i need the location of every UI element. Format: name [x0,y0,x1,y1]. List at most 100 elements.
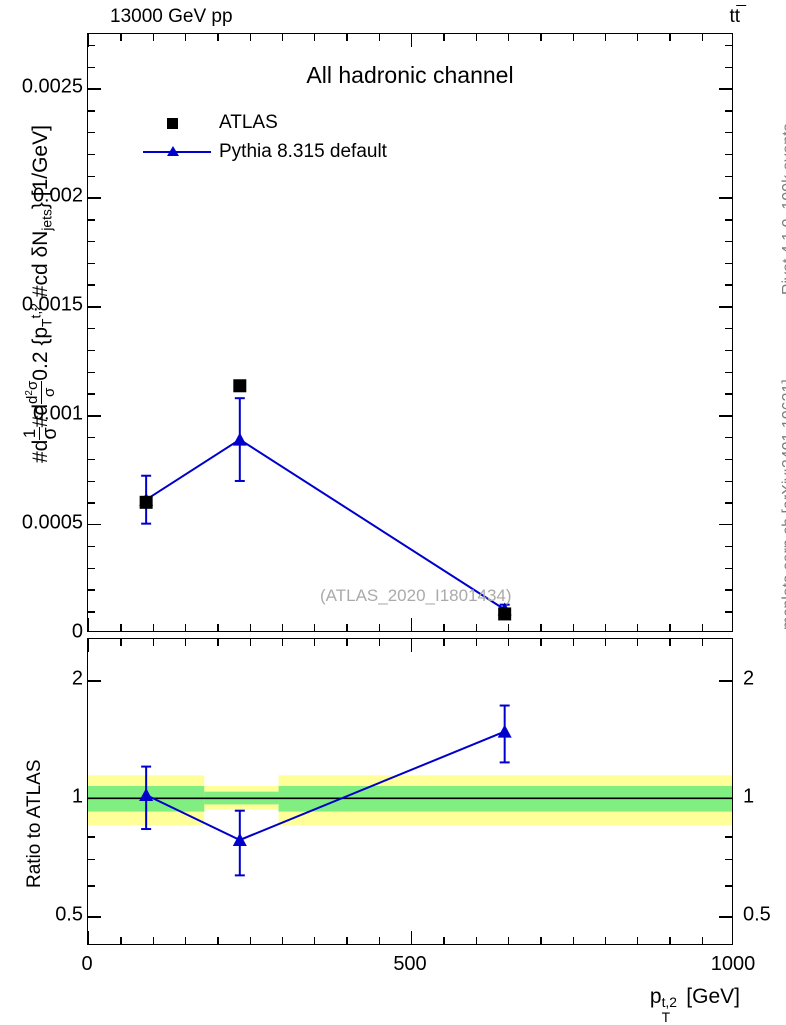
x-tick [604,34,607,41]
y-tick [719,415,732,417]
y-tick [88,306,101,308]
ratio-y-tick [88,680,101,682]
x-tick [637,624,639,631]
mc-marker-triangle [232,432,247,446]
x-tick [249,937,251,944]
rivet-annotation: Rivet 4.1.0, 100k events [780,123,786,295]
y-tick [725,44,732,47]
y-tick [719,197,732,199]
data-marker-square [139,495,153,509]
ratio-plot-frame [87,638,733,945]
y-tick [88,611,95,613]
ratio-y-tick-label: 2 [71,667,83,690]
y-tick [725,153,732,156]
ratio-y-tick-label-right: 1 [743,785,755,808]
x-tick [411,34,413,47]
x-tick [637,639,639,646]
x-tick [572,639,574,646]
y-tick [88,44,95,47]
x-tick [540,34,542,41]
y-tick [88,284,95,286]
x-tick [88,34,90,47]
x-axis-tick-label: 0 [81,953,93,975]
y-axis-tick-label: 0.002 [32,184,83,207]
x-tick [540,624,542,631]
x-tick [152,34,154,41]
y-axis-tick-label: 0.001 [32,402,83,425]
legend-label-pythia: Pythia 8.315 default [219,140,387,162]
y-tick [725,132,732,134]
x-tick [152,639,154,646]
x-tick [88,639,90,652]
x-tick [411,639,413,652]
y-tick [88,175,95,177]
plot-title: All hadronic channel [306,62,514,88]
x-tick [184,639,187,646]
x-tick [217,624,219,631]
x-tick [572,34,574,41]
y-tick [88,393,95,395]
x-tick [701,639,704,646]
x-tick [604,937,607,944]
x-tick [217,937,219,944]
x-tick [507,639,510,646]
y-tick [725,240,732,243]
x-tick [572,624,574,631]
x-tick [120,639,122,646]
x-tick [604,624,607,631]
x-tick [184,937,187,944]
x-tick [120,937,122,944]
x-tick [475,639,477,646]
y-tick [725,284,732,286]
x-tick [507,624,510,631]
x-tick [669,937,671,944]
ratio-marker-triangle [497,724,512,738]
x-tick [637,937,639,944]
x-tick [637,34,639,41]
y-tick [725,567,732,570]
y-tick [725,480,732,482]
x-tick [346,639,348,646]
x-tick [572,937,574,944]
main-plot-frame [87,33,733,632]
x-tick [669,34,671,41]
ratio-y-tick [719,916,732,918]
x-tick [314,937,316,944]
y-tick [88,88,101,90]
ratio-marker-triangle [232,832,247,846]
x-tick [443,624,445,631]
x-tick [120,34,122,41]
y-tick [725,219,732,221]
ratio-marker-triangle [139,787,154,801]
main-data-layer [139,379,512,621]
y-tick [725,371,732,373]
x-tick [411,931,413,944]
x-tick [378,34,381,41]
ratio-y-tick [88,859,95,861]
x-tick [443,937,445,944]
x-tick [346,937,348,944]
x-tick [314,624,316,631]
x-tick [540,937,542,944]
y-tick [88,545,95,548]
beam-energy-label: 13000 GeV pp [110,6,233,27]
x-tick [346,34,348,41]
y-tick [719,88,732,90]
x-tick [217,34,219,41]
y-tick [725,66,732,69]
ratio-y-tick [725,859,732,861]
y-tick [88,589,95,591]
process-label: tt [729,4,747,28]
y-tick [88,349,95,352]
y-axis-title: #d 1 σ #d d2σ σ 0.2 {pTt,2 #cd δNjets} [… [20,125,61,463]
x-tick [249,34,251,41]
y-tick [88,328,95,330]
x-tick [475,624,477,631]
y-tick [725,262,732,265]
x-tick [378,624,381,631]
data-marker-square [498,607,512,621]
x-tick [443,639,445,646]
y-tick [88,458,95,461]
x-axis-title: p t,2 T [GeV] [649,985,740,1025]
ratio-axis-title-text: Ratio to ATLAS [24,759,45,889]
